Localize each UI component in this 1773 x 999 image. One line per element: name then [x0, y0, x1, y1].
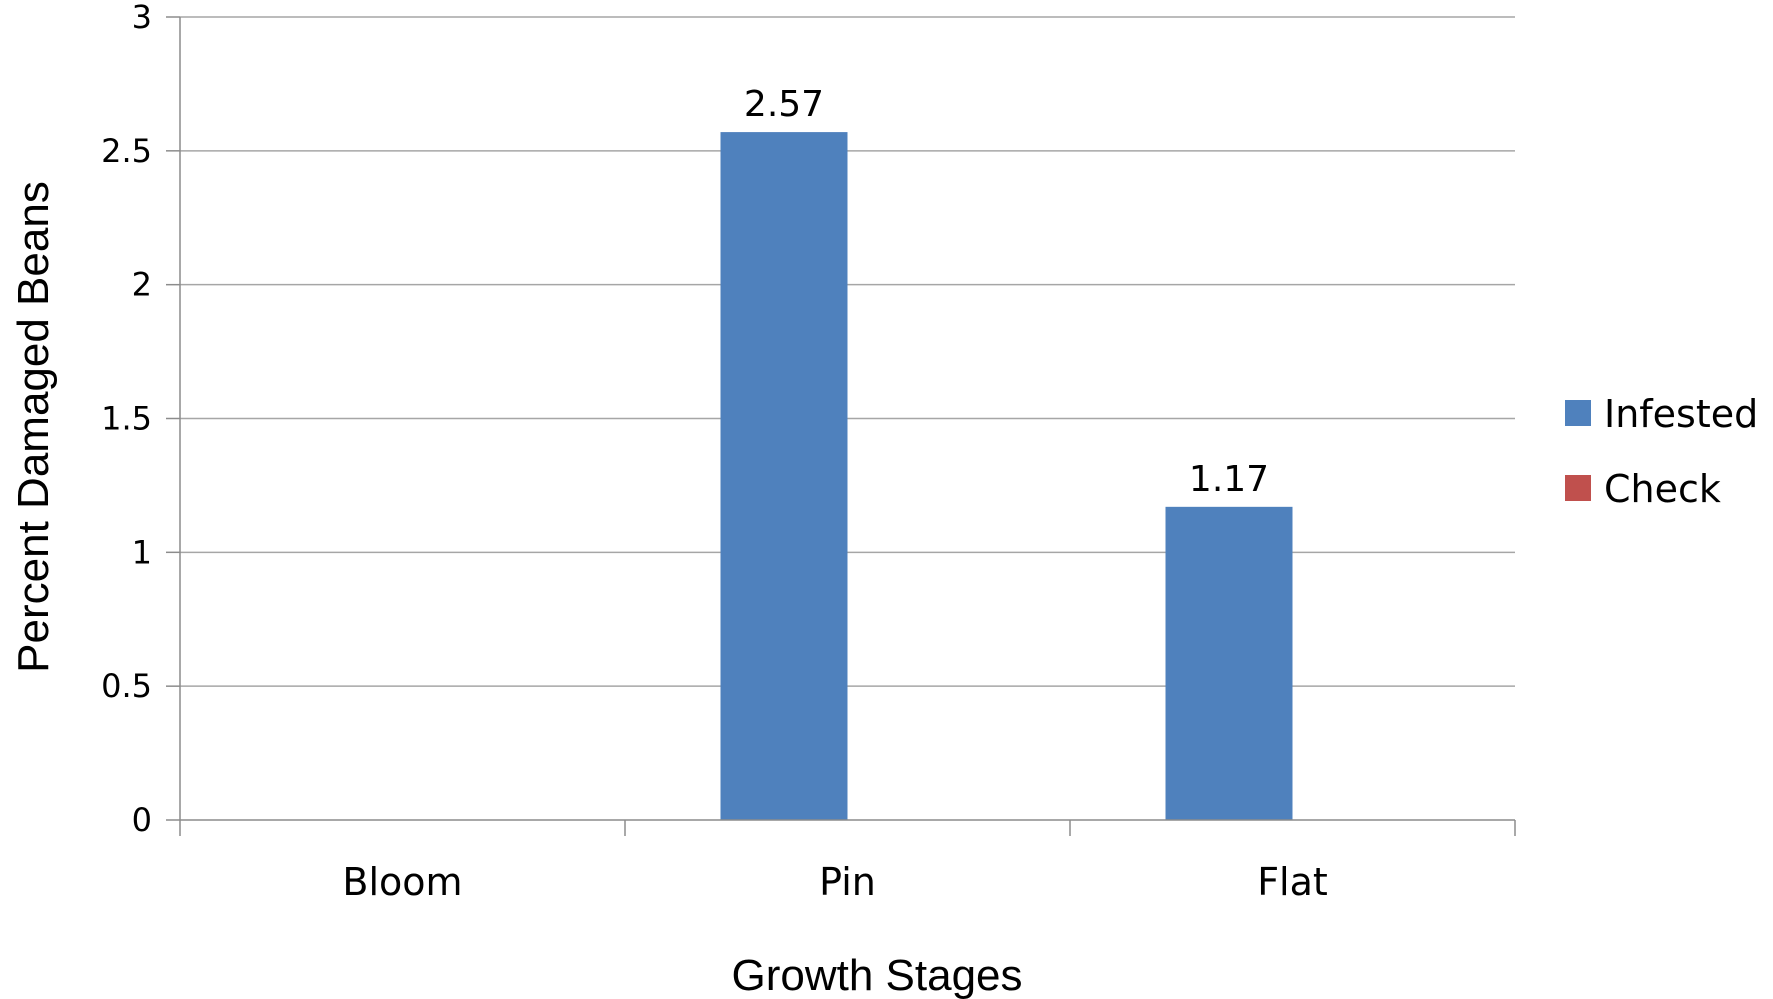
y-tick-label: 0.5 — [101, 667, 152, 705]
x-category-label: Pin — [819, 860, 876, 904]
y-tick-label: 3 — [132, 0, 152, 36]
y-tick-labels: 0 0.5 1 1.5 2 2.5 3 — [101, 0, 152, 839]
bar-infested-pin — [720, 132, 848, 820]
data-labels: 2.57 1.17 — [744, 84, 1269, 500]
y-axis-title: Percent Damaged Beans — [9, 181, 58, 673]
axes — [166, 16, 1516, 836]
data-label-flat: 1.17 — [1189, 459, 1269, 500]
x-category-label: Bloom — [342, 860, 462, 904]
y-tick-label: 1.5 — [101, 400, 152, 438]
x-category-label: Flat — [1257, 860, 1328, 904]
y-tick-label: 0 — [132, 801, 152, 839]
y-tick-label: 2 — [132, 266, 152, 304]
legend: Infested Check — [1565, 392, 1758, 511]
legend-label-check: Check — [1604, 467, 1721, 511]
legend-label-infested: Infested — [1604, 392, 1758, 436]
x-category-labels: Bloom Pin Flat — [342, 860, 1327, 904]
legend-swatch-infested — [1565, 400, 1591, 426]
legend-swatch-check — [1565, 475, 1591, 501]
y-tick-label: 1 — [132, 533, 152, 571]
bar-infested-flat — [1165, 506, 1293, 820]
bars — [720, 132, 1293, 820]
x-axis-title: Growth Stages — [731, 951, 1022, 999]
data-label-pin: 2.57 — [744, 84, 824, 125]
y-tick-label: 2.5 — [101, 132, 152, 170]
